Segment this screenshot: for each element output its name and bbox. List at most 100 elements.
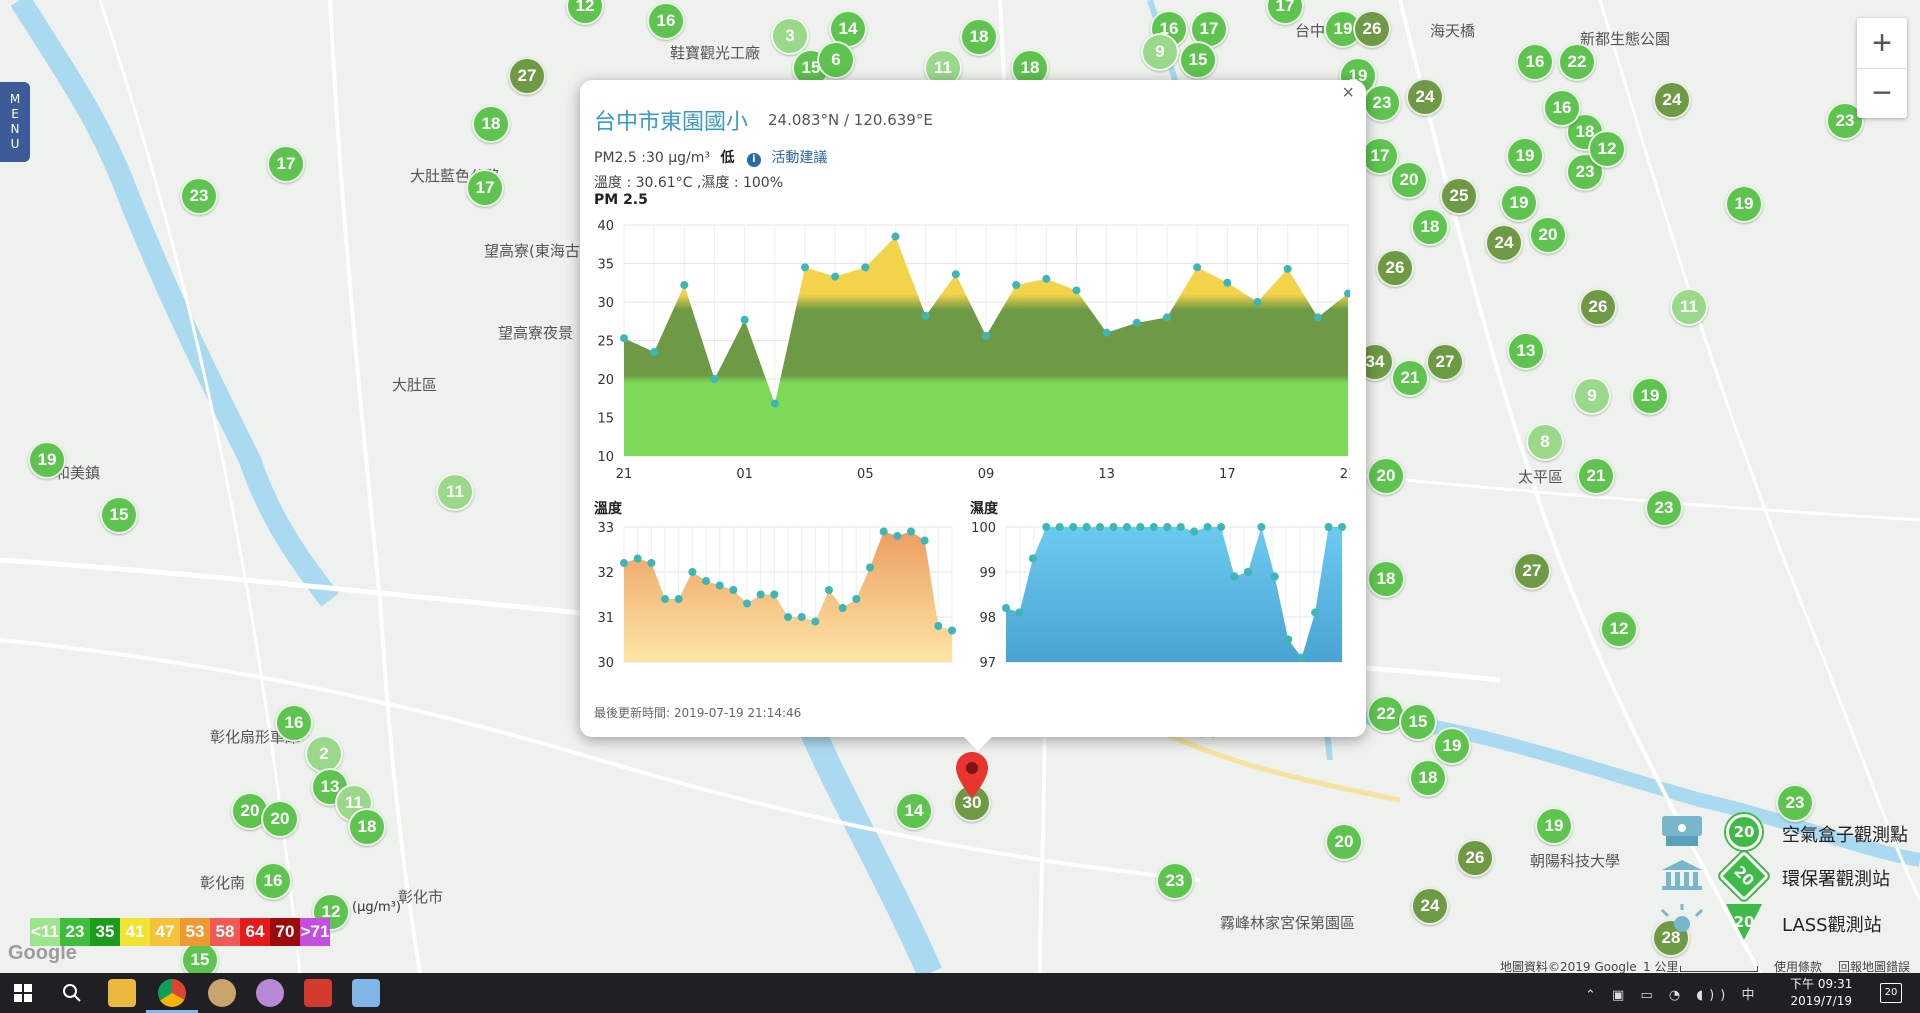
station-marker[interactable]: 2 — [305, 735, 343, 773]
station-marker[interactable]: 23 — [1156, 862, 1194, 900]
y-tick-label: 30 — [597, 656, 614, 667]
station-marker[interactable]: 16 — [254, 862, 292, 900]
station-marker[interactable]: 16 — [647, 2, 685, 40]
station-marker[interactable]: 23 — [1363, 84, 1401, 122]
station-marker[interactable]: 15 — [1179, 41, 1217, 79]
station-marker[interactable]: 19 — [1535, 807, 1573, 845]
station-marker[interactable]: 18 — [348, 808, 386, 846]
data-point — [620, 559, 628, 567]
station-marker[interactable]: 27 — [508, 57, 546, 95]
station-marker[interactable]: 19 — [1433, 727, 1471, 765]
app-icon-1[interactable] — [208, 979, 236, 1007]
y-tick-label: 35 — [597, 258, 614, 273]
station-marker[interactable]: 27 — [1513, 552, 1551, 590]
search-icon[interactable] — [62, 983, 82, 1003]
station-marker[interactable]: 26 — [1456, 839, 1494, 877]
station-marker[interactable]: 18 — [1411, 208, 1449, 246]
station-marker[interactable]: 19 — [1500, 184, 1538, 222]
data-point — [1136, 523, 1145, 531]
notification-icon[interactable]: 20 — [1880, 983, 1902, 1003]
station-marker[interactable]: 11 — [436, 473, 474, 511]
place-label: 和美鎮 — [55, 464, 101, 482]
station-marker[interactable]: 21 — [1577, 457, 1615, 495]
station-marker[interactable]: 3 — [771, 17, 809, 55]
terms-link[interactable]: 使用條款 — [1774, 960, 1823, 974]
station-marker[interactable]: 30 — [953, 784, 991, 822]
station-marker[interactable]: 22 — [1558, 43, 1596, 81]
zoom-out-button[interactable]: − — [1857, 68, 1907, 118]
ime-indicator[interactable]: 中 — [1741, 988, 1761, 1003]
clock[interactable]: 下午 09:31 2019/7/19 — [1790, 976, 1852, 1010]
station-marker[interactable]: 20 — [1325, 823, 1363, 861]
system-tray[interactable]: ⌃ ▣ ▭ ◔ ◖)) 中 — [1585, 988, 1761, 1003]
station-marker[interactable]: 16 — [1516, 43, 1554, 81]
station-marker[interactable]: 14 — [829, 10, 867, 48]
station-marker[interactable]: 6 — [817, 41, 855, 79]
station-marker[interactable]: 27 — [1426, 343, 1464, 381]
station-marker[interactable]: 17 — [1266, 0, 1304, 25]
station-marker[interactable]: 25 — [1440, 177, 1478, 215]
zoom-in-button[interactable]: + — [1872, 23, 1892, 62]
station-marker[interactable]: 22 — [1367, 695, 1405, 733]
station-marker[interactable]: 24 — [1653, 81, 1691, 119]
station-marker[interactable]: 26 — [1579, 288, 1617, 326]
station-marker[interactable]: 11 — [1670, 288, 1708, 326]
station-marker[interactable]: 23 — [1645, 489, 1683, 527]
station-marker[interactable]: 12 — [1600, 610, 1638, 648]
station-title[interactable]: 台中市東園國小 — [594, 110, 749, 135]
station-marker[interactable]: 19 — [1631, 377, 1669, 415]
station-marker[interactable]: 18 — [960, 18, 998, 56]
station-marker[interactable]: 16 — [1543, 89, 1581, 127]
station-marker[interactable]: 26 — [1353, 10, 1391, 48]
station-marker[interactable]: 18 — [472, 105, 510, 143]
station-marker[interactable]: 19 — [1725, 185, 1763, 223]
station-marker[interactable]: 24 — [1485, 224, 1523, 262]
data-point — [801, 263, 809, 272]
station-marker[interactable]: 13 — [1507, 332, 1545, 370]
station-marker[interactable]: 21 — [1391, 359, 1429, 397]
station-marker[interactable]: 9 — [1141, 33, 1179, 71]
data-point — [1270, 572, 1279, 581]
station-marker[interactable]: 14 — [895, 792, 933, 830]
station-marker[interactable]: 19 — [1506, 137, 1544, 175]
station-marker[interactable]: 17 — [267, 145, 305, 183]
activity-advice-link[interactable]: 活動建議 — [771, 150, 828, 166]
station-marker[interactable]: 20 — [261, 800, 299, 838]
data-point — [1028, 554, 1037, 563]
station-marker[interactable]: 15 — [100, 496, 138, 534]
taskbar: ⌃ ▣ ▭ ◔ ◖)) 中 下午 09:31 2019/7/19 20 — [0, 973, 1920, 1013]
station-marker[interactable]: 19 — [28, 441, 66, 479]
app-icon-3[interactable] — [304, 979, 332, 1007]
data-point — [729, 586, 738, 594]
info-icon[interactable]: i — [746, 153, 761, 167]
station-marker[interactable]: 20 — [1367, 457, 1405, 495]
data-point — [982, 331, 990, 340]
station-marker[interactable]: 12 — [1588, 130, 1626, 168]
windows-start-icon[interactable] — [14, 984, 32, 1002]
file-explorer-icon[interactable] — [108, 979, 136, 1007]
station-marker[interactable]: 24 — [1406, 78, 1444, 116]
station-marker[interactable]: 23 — [180, 177, 218, 215]
station-marker[interactable]: 18 — [1367, 560, 1405, 598]
station-marker[interactable]: 24 — [1411, 887, 1449, 925]
station-marker[interactable]: 20 — [1529, 216, 1567, 254]
chrome-icon[interactable] — [158, 979, 186, 1007]
y-tick-label: 10 — [597, 450, 614, 465]
station-marker[interactable]: 16 — [275, 704, 313, 742]
station-marker[interactable]: 17 — [466, 169, 504, 207]
station-marker[interactable]: 26 — [1376, 249, 1414, 287]
station-marker[interactable]: 23 — [1776, 784, 1814, 822]
app-icon-4[interactable] — [352, 979, 380, 1007]
report-error-link[interactable]: 回報地圖錯誤 — [1838, 960, 1911, 974]
station-marker[interactable]: 18 — [1409, 759, 1447, 797]
station-marker[interactable]: 15 — [1399, 703, 1437, 741]
station-marker[interactable]: 8 — [1526, 423, 1564, 461]
station-marker[interactable]: 9 — [1573, 377, 1611, 415]
close-icon[interactable]: × — [1342, 82, 1354, 104]
station-marker[interactable]: 23 — [1826, 102, 1864, 140]
station-marker[interactable]: 20 — [1390, 161, 1428, 199]
hum-chart: 97 98 99 100 — [971, 521, 1346, 667]
app-icon-2[interactable] — [256, 979, 284, 1007]
location-pin-icon[interactable] — [956, 752, 988, 798]
menu-tab[interactable]: MENU — [0, 82, 30, 162]
